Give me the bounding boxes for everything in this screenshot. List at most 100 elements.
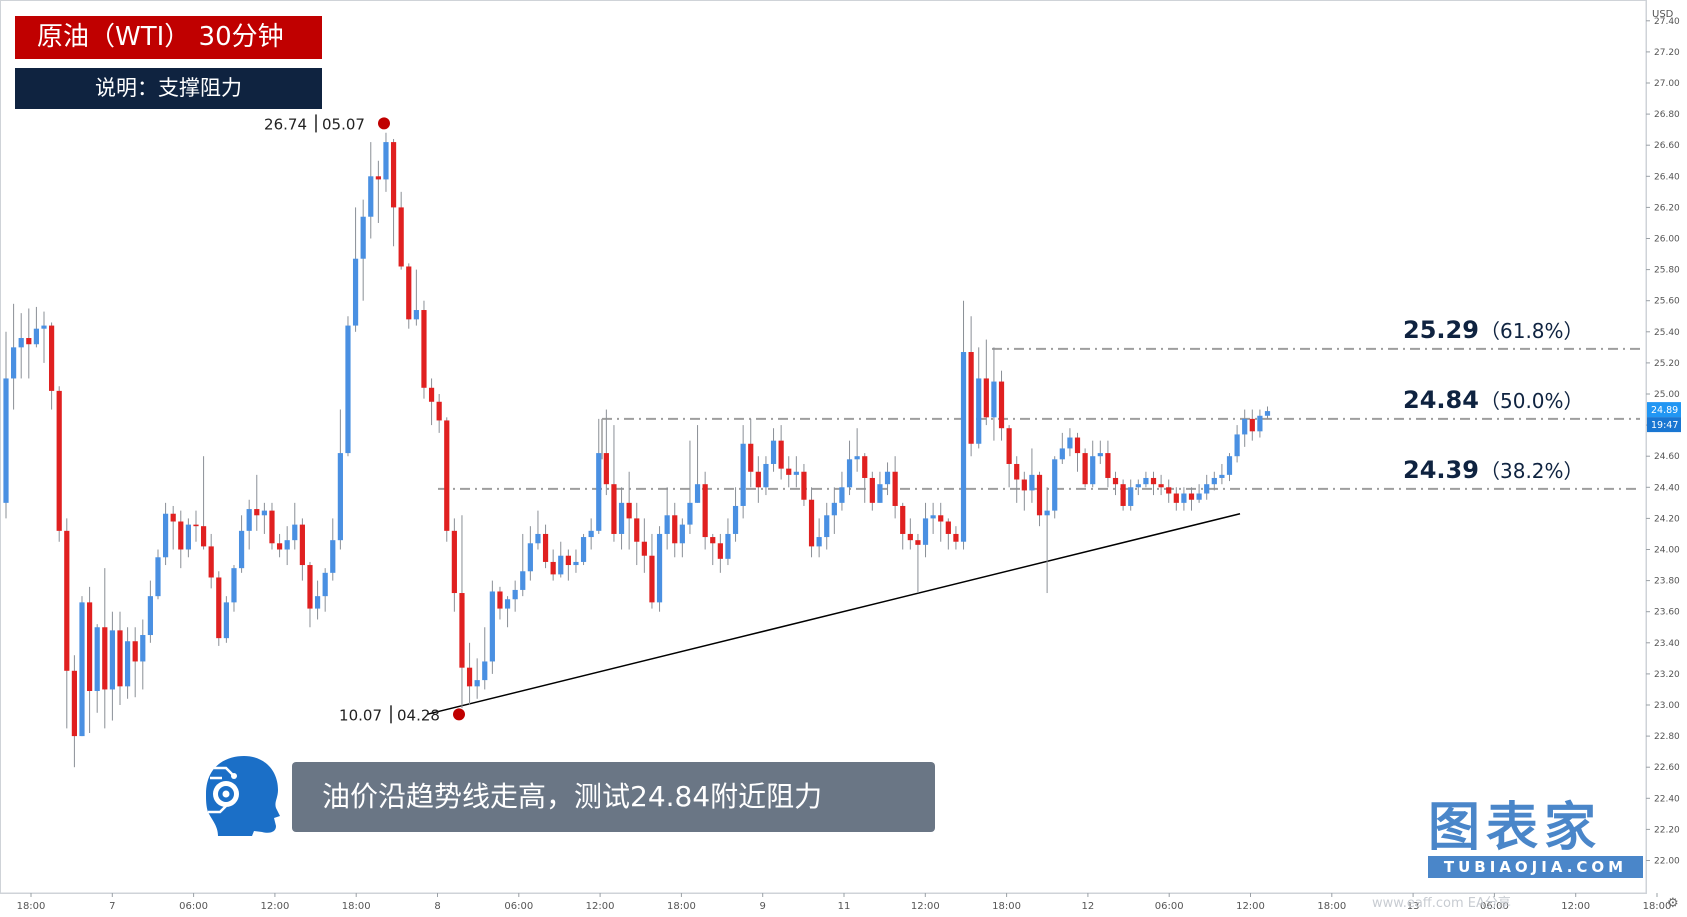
candle-body [208,546,214,578]
candle-body [573,561,579,566]
price-axis[interactable]: 27.40 27.20 27.00 26.80 26.60 26.40 26.20 26.00… [1645,0,1680,893]
candle-body [413,310,419,320]
time-tick-label: 06:00 [504,901,533,912]
candle [824,502,830,550]
price-tick-label: 22.60 [1654,763,1680,773]
candle [1044,487,1050,594]
candle-body [801,471,807,500]
time-tick-label: 06:00 [179,901,208,912]
candle-body [1249,418,1255,432]
time-tick-label: 12:00 [1561,901,1590,912]
candle-body [1120,484,1126,506]
candle [1143,471,1149,488]
candle [580,533,587,566]
price-tick-label: 26.80 [1654,110,1680,120]
candle [512,580,518,612]
candle [26,308,32,379]
candle [535,510,541,550]
candle [1105,440,1111,488]
candle-body [1052,459,1058,511]
candle [770,428,777,472]
candle [284,526,290,566]
candle-body [1166,487,1172,494]
candle-body [938,515,944,522]
candle-body [269,510,275,544]
candle-body [1112,477,1119,485]
candle-body [489,591,495,662]
candle-body [740,443,746,506]
candle-body [900,505,906,534]
currency-label: USD [1652,9,1674,20]
candle-body [558,555,564,575]
candle [1188,487,1195,511]
candle [162,502,169,566]
candle [155,549,161,600]
candle-body [976,378,982,444]
candle-body [1204,484,1210,494]
candle-body [254,509,260,516]
candle [732,487,739,542]
candle [983,339,989,426]
candle-body [778,440,784,469]
candle [216,571,222,646]
candle-body [725,533,731,559]
candle [292,502,298,550]
candle-body [854,456,860,460]
candle [193,510,199,542]
time-axis[interactable]: 18:00 7 06:00 12:00 18:00 8 06:00 12:00 18:00 9 11… [0,892,1671,912]
candle [421,300,427,399]
price-tick-label: 25.80 [1654,266,1680,276]
time-tick-label: 18:00 [1317,901,1346,912]
candle-body [102,627,108,690]
candle [634,502,640,566]
candle [200,456,207,550]
candle-body [1173,493,1179,503]
candle-body [284,540,290,550]
candle-body [223,602,229,639]
candle-body [884,471,891,485]
settings-gear-icon[interactable]: ⚙ [1667,896,1679,911]
candle [1211,471,1217,491]
candle [140,619,146,690]
candle [710,533,716,566]
candle [307,561,313,628]
trendline[interactable] [426,513,1241,716]
candle [1090,440,1096,488]
candle [1135,479,1141,496]
candle-body [185,524,191,550]
candle [991,347,997,441]
candle [816,518,822,558]
candle [527,526,533,581]
candle-body [656,533,663,603]
candle [1067,428,1073,457]
candle-body [702,484,708,538]
candle [1219,463,1225,485]
candle [801,463,807,506]
candle-body [56,390,62,531]
candle [1082,448,1088,488]
candle [877,471,883,503]
candle-body [41,325,47,329]
candle-body [178,521,184,550]
candle-body [390,142,397,208]
candle-body [1014,463,1020,480]
candle [968,316,974,457]
candle [322,568,328,612]
trendline-line[interactable] [426,513,1241,716]
candle-body [231,568,237,603]
candle-body [18,338,24,348]
candle [1120,479,1126,511]
candle [611,425,617,542]
candle [786,456,792,488]
candle-body [535,533,541,544]
time-tick-label: 9 [760,901,766,912]
candle [368,142,374,239]
price-tick-label: 24.40 [1654,483,1680,493]
candle-body [140,635,146,662]
price-tick-label: 23.80 [1654,577,1680,587]
candle [352,207,359,332]
candle-body [824,515,830,538]
time-tick-label: 12:00 [260,901,289,912]
candle-body [71,670,77,737]
